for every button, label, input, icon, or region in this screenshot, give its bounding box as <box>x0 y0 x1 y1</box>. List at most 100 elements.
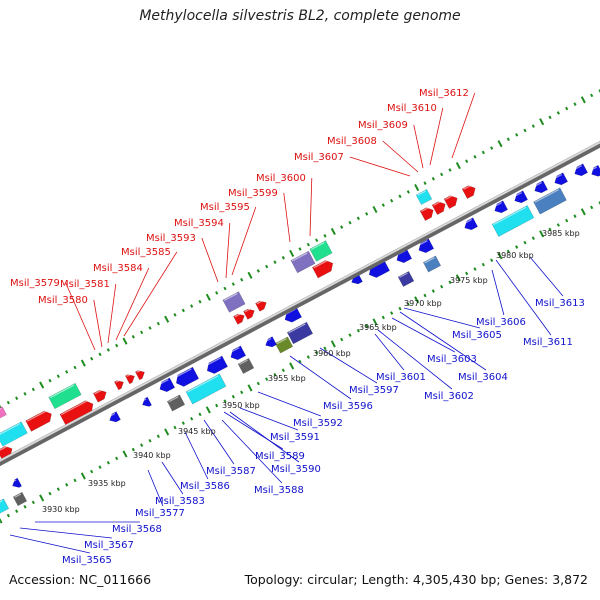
gene-feature-highlight <box>168 396 179 403</box>
tick-dot-lines <box>0 89 600 524</box>
top-gene-label: Msil_3585 <box>121 247 171 258</box>
bottom-gene-label: Msil_3577 <box>135 508 185 519</box>
inner-tick-dot <box>573 214 577 219</box>
gene-feature-highlight <box>0 445 9 452</box>
outer-tick-dot <box>372 205 378 214</box>
outer-tick-dot <box>565 106 569 111</box>
gene-labels: Msil_3579 Msil_3580 Msil_3581 Msil_3584 Msil… <box>10 88 585 566</box>
bottom-gene-label: Msil_3586 <box>180 481 230 492</box>
gene-feature-shape <box>591 164 600 177</box>
gene-feature <box>533 180 548 194</box>
inner-tick-dot <box>539 230 545 238</box>
gene-feature-shape <box>185 373 227 405</box>
gene-feature <box>264 336 277 348</box>
top-gene-label: Msil_3584 <box>93 263 143 274</box>
inner-tick-dot <box>265 377 269 381</box>
gene-feature <box>25 409 52 432</box>
bottom-gene-label: Msil_3602 <box>424 391 474 402</box>
inner-tick-dot <box>39 494 45 502</box>
bottom-gene-label: Msil_3597 <box>349 385 399 396</box>
outer-tick-dot <box>148 326 152 330</box>
gene-feature <box>431 200 446 216</box>
inner-tick-dot <box>548 227 552 232</box>
gene-feature <box>397 270 415 288</box>
gene-feature-shape <box>114 380 124 391</box>
bottom-gene-label: Msil_3568 <box>112 524 162 535</box>
gene-feature-shape <box>415 188 433 206</box>
outer-tick-dot <box>440 172 444 177</box>
gene-feature-shape <box>237 357 255 375</box>
gene-feature-highlight <box>108 412 116 418</box>
outer-tick-dot <box>473 155 477 159</box>
gene-feature-highlight <box>239 359 248 365</box>
outer-tick-dot <box>65 370 69 374</box>
scale-label: 3985 kbp <box>542 229 580 238</box>
gene-feature-highlight <box>61 399 89 416</box>
outer-tick-dot <box>423 181 427 185</box>
gene-feature-highlight <box>174 368 192 379</box>
top-leader-line <box>309 177 313 237</box>
top-leader-line <box>93 299 103 348</box>
gene-feature <box>417 238 435 254</box>
gene-feature-highlight <box>313 259 329 269</box>
inner-tick-dot <box>247 384 253 392</box>
gene-feature <box>59 399 94 427</box>
scale-label: 3965 kbp <box>359 323 397 332</box>
bottom-leader-line <box>377 329 453 390</box>
bottom-leader-line <box>161 461 184 495</box>
gene-feature <box>135 369 145 381</box>
outer-tick-dot <box>431 176 435 181</box>
gene-feature-highlight <box>126 373 132 377</box>
outer-tick-dot <box>39 381 45 389</box>
scale-label: 3955 kbp <box>268 374 306 383</box>
gene-feature <box>463 217 478 231</box>
outer-tick-dot <box>215 291 219 295</box>
outer-tick-dot <box>90 356 94 361</box>
inner-tick-dot <box>330 340 336 348</box>
bottom-gene-label: Msil_3588 <box>254 485 304 496</box>
inner-tick-dot <box>306 355 310 359</box>
gene-feature-shape <box>309 240 333 262</box>
outer-tick-dot <box>56 374 60 379</box>
inner-tick-dot <box>473 267 477 271</box>
outer-tick-dot <box>6 400 10 405</box>
bottom-gene-label: Msil_3583 <box>155 496 205 507</box>
scale-label: 3950 kbp <box>222 401 260 410</box>
scale-labels: 3930 kbp 3935 kbp 3940 kbp 3945 kbp 3950 kbp… <box>42 229 580 514</box>
inner-tick-dot <box>6 513 10 518</box>
gene-feature-shape <box>206 355 228 374</box>
outer-tick-dot <box>48 378 52 383</box>
gene-feature-highlight <box>187 375 219 393</box>
inner-tick-dot <box>148 438 152 443</box>
inner-tick-dot <box>190 416 194 421</box>
outer-tick-dot <box>531 124 535 128</box>
gene-feature <box>185 373 227 405</box>
bottom-gene-label: Msil_3567 <box>84 540 134 551</box>
inner-tick-dot <box>73 478 77 483</box>
outer-tick-dot <box>598 89 600 93</box>
outer-tick-dot <box>181 308 185 313</box>
outer-tick-dot <box>240 277 244 282</box>
top-gene-label: Msil_3599 <box>228 188 278 199</box>
gene-feature-shape <box>25 410 52 432</box>
gene-feature-shape <box>491 205 535 237</box>
outer-tick-dot <box>306 242 310 247</box>
outer-tick-dot <box>256 269 260 273</box>
outer-tick-dot <box>298 247 302 251</box>
gene-feature <box>553 172 568 186</box>
outer-tick-dot <box>590 93 594 98</box>
gene-features <box>0 163 600 516</box>
inner-tick-dot <box>289 362 295 370</box>
scale-label: 3935 kbp <box>88 479 126 488</box>
outer-tick-dot <box>265 264 269 269</box>
outer-tick-dot <box>115 343 119 348</box>
gene-feature-highlight <box>493 202 502 208</box>
inner-tick-dot <box>515 245 519 249</box>
bottom-gene-label: Msil_3613 <box>535 298 585 309</box>
gene-feature <box>229 345 247 361</box>
top-gene-label: Msil_3600 <box>256 173 306 184</box>
gene-feature-highlight <box>424 257 435 264</box>
scale-label: 3940 kbp <box>133 451 171 460</box>
outer-tick-dot <box>348 220 352 225</box>
